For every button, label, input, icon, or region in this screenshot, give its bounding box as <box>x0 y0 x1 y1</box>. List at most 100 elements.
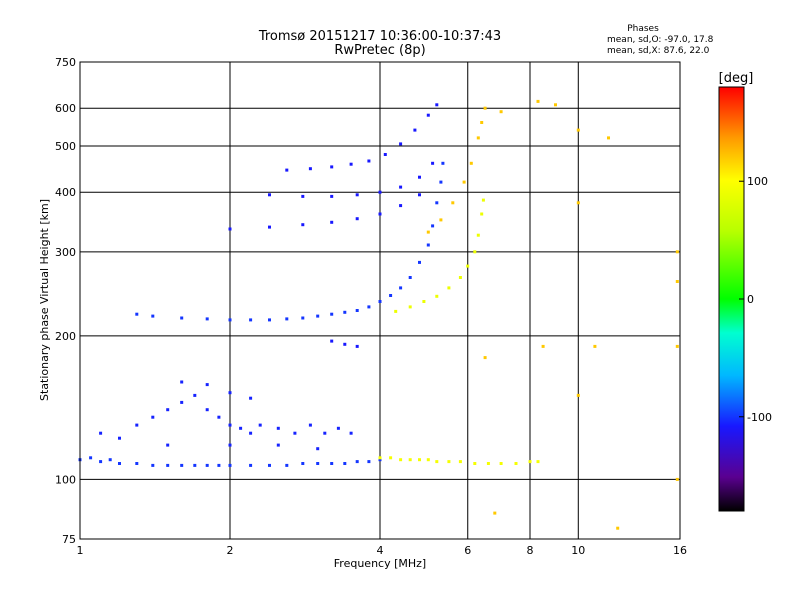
x-tick-label: 16 <box>673 544 687 557</box>
echo-point <box>480 212 484 216</box>
echo-point <box>343 342 347 346</box>
echo-point <box>399 185 403 189</box>
echo-point <box>418 175 421 179</box>
y-tick-label: 750 <box>55 56 76 69</box>
echo-point <box>473 462 477 465</box>
x-axis-ticks: 1 2 4 6 8 10 16 <box>77 544 688 557</box>
echo-point <box>89 456 93 460</box>
echo-point <box>476 233 480 237</box>
echo-point <box>228 463 232 467</box>
echo-point <box>99 431 103 435</box>
echo-point <box>536 460 540 464</box>
echo-point <box>675 250 679 254</box>
echo-point <box>441 161 445 165</box>
echo-point <box>675 344 679 348</box>
echo-point <box>367 460 371 464</box>
echo-point <box>418 458 421 462</box>
echo-point <box>285 317 289 321</box>
echo-point <box>422 300 426 303</box>
echo-point <box>499 110 503 114</box>
echo-point <box>607 136 610 140</box>
echo-point <box>330 165 334 169</box>
echo-point <box>473 250 477 254</box>
echo-point <box>301 223 305 227</box>
echo-point <box>239 426 243 430</box>
echo-point <box>483 106 487 110</box>
echo-point <box>451 201 455 205</box>
echo-point <box>330 220 334 224</box>
echo-point <box>355 193 359 197</box>
echo-point <box>481 198 485 202</box>
echo-point <box>378 212 382 216</box>
echo-point <box>228 443 232 447</box>
echo-point <box>408 458 412 462</box>
echo-point <box>343 310 347 314</box>
echo-point <box>483 356 487 360</box>
echo-point <box>355 309 359 312</box>
y-tick-label: 500 <box>55 140 76 153</box>
plot-frame <box>79 61 681 540</box>
y-axis-label: Stationary phase Virtual Height [km] <box>38 199 51 401</box>
x-tick-label: 2 <box>227 544 234 557</box>
echo-point <box>499 462 503 465</box>
echo-point <box>616 526 620 530</box>
echo-point <box>576 201 580 205</box>
echo-point <box>343 462 347 465</box>
x-tick-label: 10 <box>571 544 585 557</box>
echo-point <box>135 312 139 316</box>
echo-point <box>285 168 289 172</box>
echo-point <box>151 415 155 419</box>
echo-point <box>458 276 462 279</box>
echo-point <box>486 462 490 465</box>
echo-point <box>276 426 280 430</box>
echo-point <box>228 391 232 395</box>
echo-point <box>426 230 430 234</box>
echo-point <box>258 423 262 427</box>
echo-point <box>308 423 312 427</box>
echo-point <box>355 344 359 348</box>
echo-point <box>675 477 679 481</box>
echo-point <box>118 462 121 465</box>
echo-point <box>378 458 382 462</box>
echo-point <box>135 462 139 465</box>
echo-point <box>308 167 312 171</box>
echo-point <box>108 458 112 462</box>
colorbar-label: [deg] <box>719 71 754 86</box>
echo-point <box>330 312 334 316</box>
echo-point <box>476 136 480 140</box>
echo-point <box>228 227 232 231</box>
phases-header: Phases <box>627 24 659 34</box>
echo-point <box>276 443 280 447</box>
echo-point <box>355 460 359 464</box>
echo-point <box>426 458 430 462</box>
echo-point <box>268 318 271 322</box>
y-tick-label: 600 <box>55 102 76 115</box>
colorbar-tick-label: 100 <box>747 175 768 188</box>
echo-point <box>193 393 197 397</box>
echo-point <box>330 462 334 465</box>
echo-point <box>355 217 359 221</box>
echo-point <box>228 423 232 427</box>
echo-point <box>301 316 305 320</box>
x-axis-label: Frequency [MHz] <box>334 557 426 570</box>
echo-point <box>536 99 540 103</box>
echo-point <box>576 128 580 132</box>
echo-point <box>349 162 353 166</box>
echo-points <box>78 99 679 530</box>
y-axis-ticks: 75 100 200 300 400 500 600 750 <box>55 56 76 546</box>
echo-point <box>399 458 403 462</box>
y-tick-label: 100 <box>55 473 76 486</box>
echo-point <box>228 318 232 322</box>
echo-point <box>408 276 412 279</box>
echo-point <box>378 300 382 303</box>
echo-point <box>180 380 184 384</box>
echo-point <box>301 194 305 198</box>
phases-x-mode: mean, sd,X: 87.6, 22.0 <box>607 46 710 56</box>
echo-point <box>383 153 387 156</box>
echo-point <box>378 456 382 460</box>
echo-point <box>180 463 184 467</box>
echo-point <box>399 204 403 208</box>
echo-point <box>399 286 403 290</box>
echo-point <box>469 161 473 165</box>
echo-point <box>180 316 184 320</box>
